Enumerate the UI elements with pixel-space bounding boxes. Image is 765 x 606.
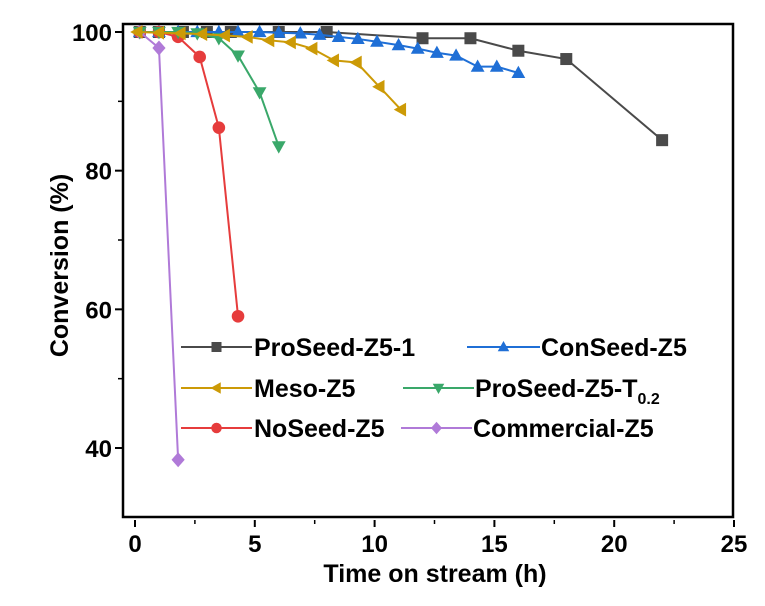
data-point-meso-z5 [326,53,339,68]
data-point-conseed-z5 [231,24,245,38]
legend-item-proseed-z5-1: ProSeed-Z5-1 [181,334,415,362]
legend-label: NoSeed-Z5 [254,415,385,443]
legend-label: Commercial-Z5 [473,415,654,443]
data-point-proseed-z5-1 [560,53,573,66]
data-point-meso-z5 [240,29,253,44]
legend-marker-meso-z5 [210,382,221,394]
data-point-meso-z5 [130,25,143,39]
data-point-meso-z5 [151,25,165,40]
data-point-conseed-z5 [449,48,463,61]
data-point-conseed-z5 [331,29,346,42]
y-tick-label: 80 [85,159,112,186]
legend-marker-noseed-z5 [211,422,222,434]
data-point-proseed-z5-t0-2 [271,141,286,154]
data-point-conseed-z5 [350,31,365,45]
legend-marker-proseed-z5-1 [211,342,222,352]
data-point-proseed-z5-1 [464,32,477,45]
legend-label: ProSeed-Z5-1 [254,334,415,362]
data-point-conseed-z5 [312,27,327,40]
legend-marker-proseed-z5-t0-2 [432,383,445,394]
data-point-noseed-z5 [212,121,226,134]
data-point-meso-z5 [283,35,296,50]
data-point-conseed-z5 [470,59,485,72]
x-axis-title: Time on stream (h) [323,560,546,588]
legend: ProSeed-Z5-1 ConSeed-Z5 Meso-Z5 ProSeed-Z5-… [181,334,687,443]
x-tick-label: 10 [361,531,388,558]
data-point-conseed-z5 [489,59,504,72]
y-axis-title: Conversion (%) [46,174,74,357]
data-point-noseed-z5 [231,309,245,323]
axes-layer: 0 5 10 15 20 25 40 60 80 100 [72,20,747,558]
data-point-conseed-z5 [271,25,286,38]
legend-label-text: ProSeed-Z5-1 [254,334,415,362]
data-point-conseed-z5 [370,34,384,47]
legend-item-meso-z5: Meso-Z5 [181,375,356,403]
legend-label-text: NoSeed-Z5 [254,415,385,443]
data-point-proseed-z5-t0-2 [252,87,267,100]
x-tick-label: 0 [128,531,141,558]
legend-item-commercial-z5: Commercial-Z5 [401,415,654,443]
data-point-conseed-z5 [410,41,425,54]
data-point-meso-z5 [194,27,208,41]
legend-label: ProSeed-Z5-T0.2 [475,375,660,408]
data-point-proseed-z5-1 [512,44,525,57]
data-point-proseed-z5-1 [656,134,669,147]
legend-marker-commercial-z5 [431,421,442,435]
x-tick-label: 20 [601,531,628,558]
x-tick-label: 25 [721,531,748,558]
legend-label-text: ProSeed-Z5-T [475,375,638,403]
data-point-commercial-z5 [152,40,166,56]
data-point-conseed-z5 [252,24,267,38]
x-tick-label: 15 [481,531,508,558]
data-point-meso-z5 [261,33,275,48]
data-point-meso-z5 [305,41,318,56]
legend-item-conseed-z5: ConSeed-Z5 [467,334,687,362]
series-layer [130,24,669,468]
data-point-conseed-z5 [511,65,526,79]
data-point-meso-z5 [173,26,186,41]
data-point-conseed-z5 [429,45,444,58]
legend-label-text: ConSeed-Z5 [541,334,687,362]
y-tick-label: 40 [85,436,112,463]
legend-item-noseed-z5: NoSeed-Z5 [181,415,385,443]
series-meso-z5 [130,25,407,117]
y-tick-label: 60 [85,297,112,324]
plot-frame [121,22,735,519]
data-point-proseed-z5-t0-2 [231,50,245,63]
legend-label: Meso-Z5 [254,375,356,403]
data-point-meso-z5 [393,102,407,117]
data-point-meso-z5 [217,28,230,43]
data-point-conseed-z5 [293,26,308,39]
data-point-proseed-z5-1 [416,32,429,45]
legend-label-subscript: 0.2 [638,391,660,408]
legend-marker-conseed-z5 [497,341,510,352]
data-point-commercial-z5 [171,452,185,468]
data-point-conseed-z5 [391,37,406,51]
legend-label: ConSeed-Z5 [541,334,687,362]
data-point-meso-z5 [372,79,385,94]
legend-label-text: Meso-Z5 [254,375,356,403]
x-tick-label: 5 [248,531,261,558]
data-point-noseed-z5 [193,50,206,64]
legend-item-proseed-z5-t0-2: ProSeed-Z5-T0.2 [403,375,660,408]
y-tick-label: 100 [72,20,112,47]
data-point-meso-z5 [349,55,362,70]
legend-label-text: Commercial-Z5 [473,415,654,443]
